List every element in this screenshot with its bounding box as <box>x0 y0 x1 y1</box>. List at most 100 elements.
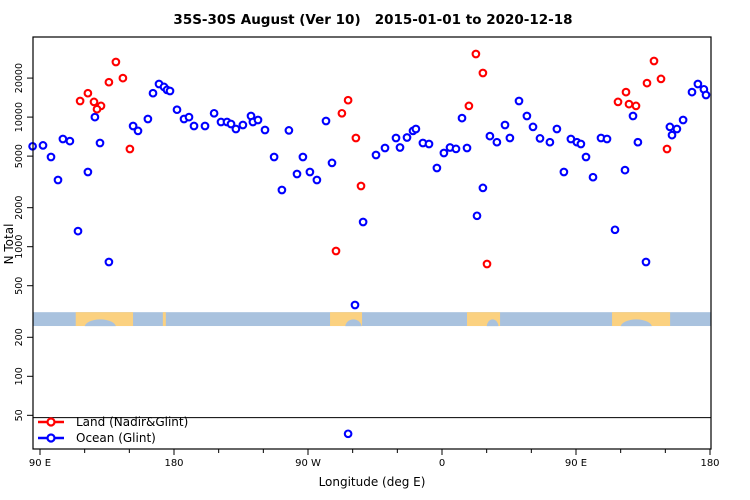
plot-border <box>32 36 712 450</box>
data-point-land <box>337 108 347 118</box>
data-point-ocean <box>260 125 270 135</box>
data-point-ocean <box>226 119 236 129</box>
map-band-land-new-zealand-tip <box>162 312 166 327</box>
data-point-ocean <box>53 175 63 185</box>
legend-marker-land <box>46 417 56 427</box>
data-point-ocean <box>284 126 294 135</box>
data-point-ocean <box>559 167 569 177</box>
data-point-ocean <box>411 124 421 134</box>
y-tick-label: 5000 <box>14 144 25 168</box>
data-point-ocean <box>665 122 675 132</box>
coast-notch <box>486 319 499 327</box>
data-point-ocean <box>38 141 48 150</box>
data-point-ocean <box>143 114 153 124</box>
data-point-ocean <box>231 124 241 134</box>
x-tick-label: 0 <box>439 458 445 469</box>
map-strip-content <box>33 312 711 327</box>
x-tick-label: 90 W <box>295 458 321 469</box>
data-point-ocean <box>292 169 302 179</box>
legend-label-ocean: Ocean (Glint) <box>76 431 156 445</box>
data-point-ocean <box>472 211 482 221</box>
data-point-ocean <box>343 429 353 439</box>
data-point-land <box>111 57 121 67</box>
data-point-ocean <box>457 113 467 123</box>
data-point-ocean <box>678 115 688 125</box>
chart-title: 35S-30S August (Ver 10) 2015-01-01 to 20… <box>173 12 572 28</box>
data-point-ocean <box>172 105 182 115</box>
data-point-ocean <box>269 152 279 162</box>
data-point-ocean <box>462 143 472 153</box>
coast-notch <box>345 319 362 327</box>
data-point-ocean <box>58 134 68 144</box>
coast-notch <box>84 319 116 327</box>
data-point-ocean <box>95 138 105 148</box>
data-point-ocean <box>65 136 75 146</box>
x-tick-label: 90 E <box>29 458 51 469</box>
y-tick-label: 10000 <box>14 102 25 132</box>
data-point-ocean <box>312 175 322 185</box>
x-axis-title: Longitude (deg E) <box>319 475 426 489</box>
x-tick-label: 180 <box>164 458 183 469</box>
data-point-land <box>478 68 488 78</box>
data-point-ocean <box>610 225 620 235</box>
data-point-ocean <box>200 121 210 131</box>
data-point-land <box>89 97 99 107</box>
data-point-ocean <box>633 137 643 147</box>
data-point-ocean <box>545 137 555 147</box>
data-point-land <box>631 101 641 111</box>
data-point-land <box>464 101 474 111</box>
data-point-ocean <box>602 134 612 144</box>
data-point-land <box>662 144 672 154</box>
data-point-ocean <box>500 120 510 130</box>
y-axis-title: N Total <box>2 224 16 265</box>
data-point-ocean <box>432 163 442 173</box>
data-point-ocean <box>104 257 114 267</box>
data-point-land <box>656 74 666 84</box>
data-point-ocean <box>238 120 248 130</box>
data-point-land <box>624 99 634 109</box>
data-point-ocean <box>478 183 488 193</box>
data-point-land <box>351 133 361 143</box>
data-point-ocean <box>641 257 651 267</box>
data-point-ocean <box>424 139 434 149</box>
data-point-ocean <box>628 111 638 121</box>
y-tick-label: 20000 <box>14 63 25 93</box>
data-point-ocean <box>133 126 143 136</box>
data-point-ocean <box>581 152 591 162</box>
data-point-land <box>75 96 85 106</box>
legend-label-land: Land (Nadir&Glint) <box>76 415 188 429</box>
data-point-ocean <box>514 96 524 106</box>
data-point-ocean <box>492 137 502 147</box>
data-point-land <box>356 181 366 191</box>
data-point-ocean <box>380 143 390 153</box>
data-point-ocean <box>148 88 158 98</box>
data-point-ocean <box>588 172 598 182</box>
data-point-ocean <box>402 133 412 142</box>
data-point-land <box>125 144 135 154</box>
y-tick-label: 200 <box>14 328 25 346</box>
data-point-ocean <box>667 130 677 140</box>
coast-notch <box>620 319 652 327</box>
data-point-ocean <box>277 185 287 195</box>
data-point-ocean <box>253 115 263 125</box>
data-point-ocean <box>165 86 175 96</box>
data-point-ocean <box>687 87 697 97</box>
data-point-ocean <box>391 133 401 143</box>
data-point-ocean <box>485 131 495 141</box>
data-point-ocean <box>672 124 682 134</box>
data-point-ocean <box>620 165 630 175</box>
data-point-ocean <box>576 139 586 149</box>
data-point-ocean <box>451 144 461 154</box>
data-point-land <box>613 97 623 107</box>
data-point-ocean <box>522 111 532 121</box>
data-point-land <box>482 259 492 269</box>
data-point-land <box>471 49 481 59</box>
data-points <box>28 49 711 439</box>
data-point-ocean <box>90 112 100 122</box>
data-point-ocean <box>439 148 449 158</box>
y-tick-label: 1000 <box>14 235 25 259</box>
data-point-land <box>343 95 353 105</box>
data-point-ocean <box>184 112 194 122</box>
data-point-ocean <box>321 116 331 126</box>
